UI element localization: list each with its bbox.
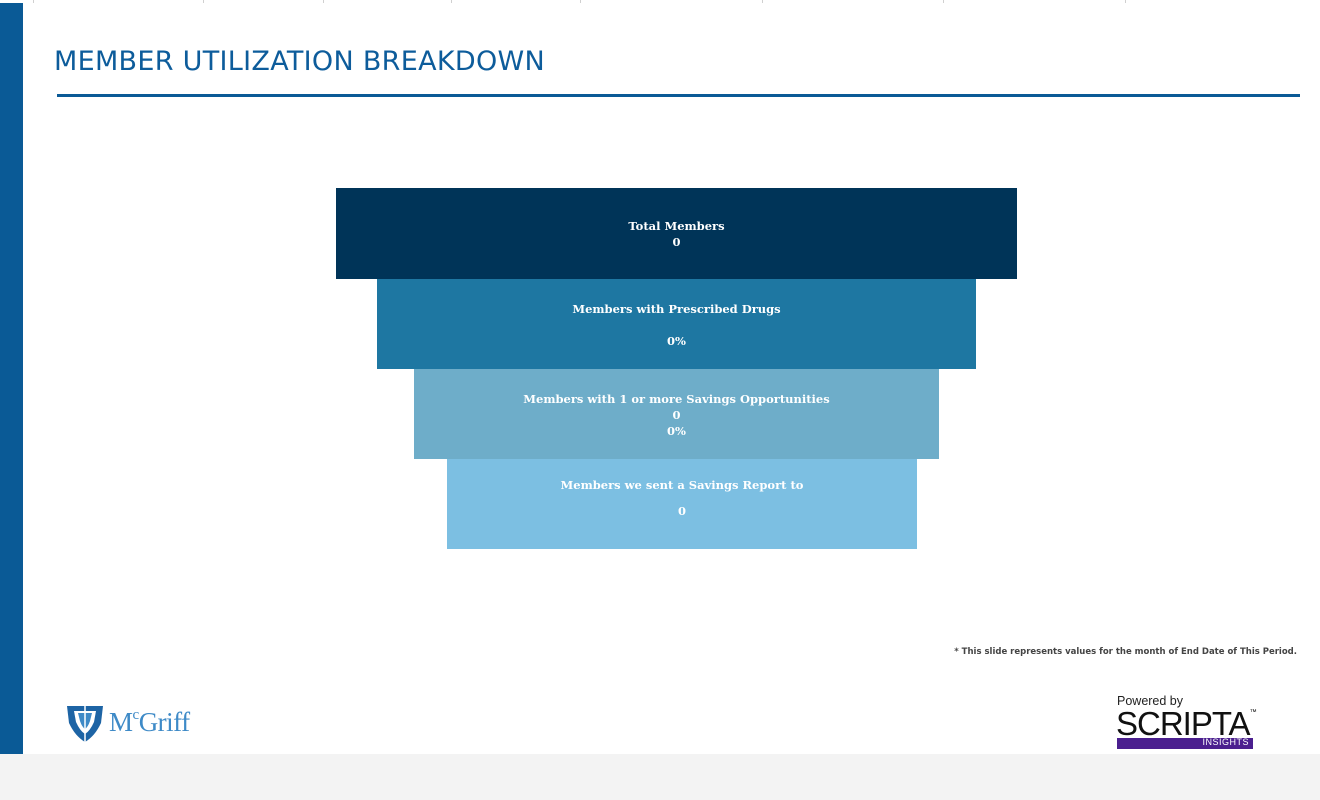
- stage-label: Members with 1 or more Savings Opportuni…: [523, 392, 830, 406]
- mcgriff-wordmark: McGriff: [109, 707, 190, 737]
- insights-band: INSIGHTS: [1117, 737, 1253, 749]
- powered-by-text: Powered by: [1117, 694, 1184, 708]
- page-title: MEMBER UTILIZATION BREAKDOWN: [54, 46, 546, 77]
- stage-value: 0: [672, 235, 681, 249]
- scripta-logo: Powered by SCRIPTA ™ INSIGHTS: [1116, 692, 1261, 752]
- top-tab-strip: [0, 0, 1320, 3]
- tab-divider: [943, 0, 944, 3]
- mcgriff-shield-icon: [67, 706, 103, 742]
- title-underline: [57, 94, 1300, 97]
- insights-text: INSIGHTS: [1202, 737, 1249, 747]
- stage-percent: 0%: [667, 424, 686, 438]
- scripta-wordmark: SCRIPTA ™: [1116, 705, 1257, 743]
- tab-divider: [451, 0, 452, 3]
- left-accent-bar: [0, 3, 23, 754]
- tab-divider: [1125, 0, 1126, 3]
- report-slide: MEMBER UTILIZATION BREAKDOWN Total Membe…: [0, 3, 1320, 754]
- funnel-stage-savings-report: Members we sent a Savings Report to 0: [447, 459, 917, 549]
- bottom-status-area: [0, 754, 1320, 800]
- stage-label: Members with Prescribed Drugs: [572, 302, 781, 316]
- trademark-mark: ™: [1249, 709, 1257, 716]
- stage-value: 0%: [667, 334, 686, 348]
- tab-divider: [323, 0, 324, 3]
- stage-label: Members we sent a Savings Report to: [560, 478, 804, 492]
- funnel-stage-savings-opportunities: Members with 1 or more Savings Opportuni…: [414, 369, 939, 459]
- scripta-name: SCRIPTA: [1116, 705, 1251, 742]
- tab-divider: [203, 0, 204, 3]
- footnote: * This slide represents values for the m…: [954, 647, 1297, 657]
- funnel-stage-prescribed-drugs: Members with Prescribed Drugs 0%: [377, 279, 976, 369]
- stage-value: 0: [677, 504, 686, 518]
- tab-divider: [33, 0, 34, 3]
- mcgriff-logo: McGriff: [65, 703, 225, 747]
- tab-divider: [762, 0, 763, 3]
- tab-divider: [580, 0, 581, 3]
- stage-label: Total Members: [628, 219, 725, 233]
- funnel-stage-total-members: Total Members 0: [336, 188, 1017, 279]
- stage-value: 0: [672, 408, 681, 422]
